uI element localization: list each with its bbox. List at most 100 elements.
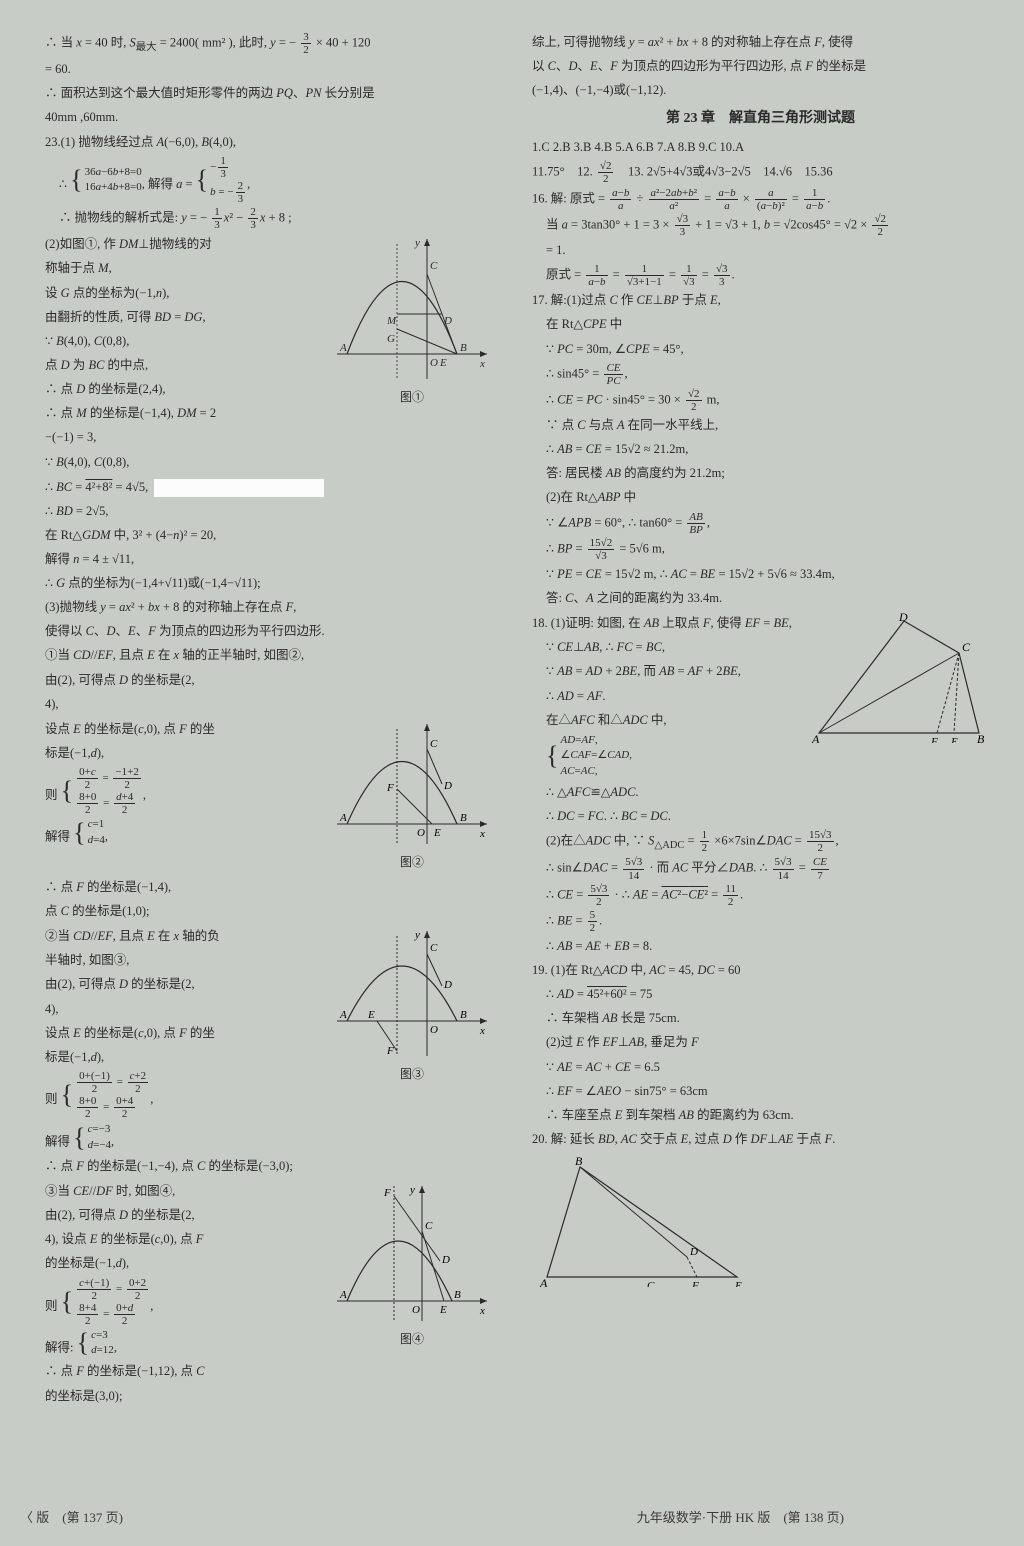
text-line: ∵ B(4,0), C(0,8), <box>45 330 324 353</box>
text-line: ∵ AB = AD + 2BE, 而 AB = AF + 2BE, <box>532 660 801 683</box>
svg-text:E: E <box>439 1304 447 1316</box>
text-line: 解得 {c=−3d=−4, <box>45 1122 492 1154</box>
text-line: ∴ CE = 5√32 · ∴ AE = AC²−CE² = 112. <box>532 883 989 908</box>
text-line: ∵ CE⊥AB, ∴ FC = BC, <box>532 636 801 659</box>
text-line: ∴ 面积达到这个最大值时矩形零件的两边 PQ、PN 长分别是 <box>45 82 492 105</box>
text-line: ①当 CD//EF, 且点 E 在 x 轴的正半轴时, 如图②, <box>45 644 492 667</box>
text-line: 的坐标是(3,0); <box>45 1385 324 1408</box>
svg-text:F: F <box>386 1045 394 1057</box>
text-line: ∴ G 点的坐标为(−1,4+√11)或(−1,4−√11); <box>45 572 492 595</box>
text-line: ∴ BD = 2√5, <box>45 500 492 523</box>
svg-text:F: F <box>691 1280 699 1287</box>
text-line: ∴ 点 F 的坐标是(−1,−4), 点 C 的坐标是(−3,0); <box>45 1155 492 1178</box>
svg-text:O: O <box>417 827 425 839</box>
text-line: 答: 居民楼 AB 的高度约为 21.2m; <box>532 462 989 485</box>
content-row: ②当 CD//EF, 且点 E 在 x 轴的负 半轴时, 如图③, 由(2), … <box>45 924 492 1121</box>
text-line: 称轴于点 M, <box>45 257 324 280</box>
equation-system: 则 {0+(−1)2 = c+228+02 = 0+42, <box>45 1070 324 1120</box>
figure-2: C F D A B O E x 图② <box>332 719 492 873</box>
text-line: ∴ 点 D 的坐标是(2,4), <box>45 378 324 401</box>
right-column: 综上, 可得抛物线 y = ax² + bx + 8 的对称轴上存在点 F, 使… <box>512 0 1024 1546</box>
svg-text:O: O <box>430 1024 438 1036</box>
text-line: (−1,4)、(−1,−4)或(−1,12). <box>532 79 989 102</box>
svg-text:C: C <box>647 1280 655 1287</box>
parabola-diagram-icon: C F D A B O E x <box>332 719 492 849</box>
text-line: ∴ 车座至点 E 到车架档 AB 的距离约为 63cm. <box>532 1104 989 1127</box>
svg-text:B: B <box>460 812 467 824</box>
parabola-diagram-icon: C M G D A B O E x y <box>332 234 492 384</box>
text-line: 解得 {c=1d=4, <box>45 817 324 849</box>
text-line: ∴ BE = 52. <box>532 909 989 934</box>
text-line: 以 C、D、E、F 为顶点的四边形为平行四边形, 点 F 的坐标是 <box>532 55 989 78</box>
svg-text:B: B <box>460 1009 467 1021</box>
figure-label: 图② <box>332 851 492 873</box>
text-line: 的坐标是(−1,d), <box>45 1252 324 1275</box>
text-line: 设点 E 的坐标是(c,0), 点 F 的坐 <box>45 718 324 741</box>
text-line: 在△AFC 和△ADC 中, <box>532 709 801 732</box>
blank-box <box>154 479 324 497</box>
svg-text:D: D <box>441 1254 450 1266</box>
svg-text:F: F <box>930 736 938 743</box>
parabola-diagram-icon: C D A E O B F x y <box>332 926 492 1061</box>
text-line: ∴ 点 F 的坐标是(−1,12), 点 C <box>45 1360 324 1383</box>
text-line: ∴ sin45° = CEPC, <box>532 362 989 387</box>
text-line: 设点 E 的坐标是(c,0), 点 F 的坐 <box>45 1022 324 1045</box>
text-line: −(−1) = 3, <box>45 426 324 449</box>
page-footer-right: 九年级数学·下册 HK 版 (第 138 页) <box>637 1507 844 1526</box>
text-line: ∵ AE = AC + CE = 6.5 <box>532 1056 989 1079</box>
svg-text:A: A <box>339 1289 347 1301</box>
svg-text:y: y <box>409 1184 415 1196</box>
figure-label: 图① <box>332 386 492 408</box>
text-line: 16. 解: 原式 = a−ba ÷ a²−2ab+b²a² = a−ba × … <box>532 187 989 212</box>
svg-text:C: C <box>430 942 438 954</box>
figure-triangle-20: A B C D F E <box>532 1157 989 1287</box>
text-line: 原式 = 1a−b = 1√3+1−1 = 1√3 = √33. <box>532 263 989 288</box>
svg-text:C: C <box>430 260 438 272</box>
svg-text:D: D <box>443 780 452 792</box>
text-line: 17. 解:(1)过点 C 作 CE⊥BP 于点 E, <box>532 289 989 312</box>
text-line: (2)过 E 作 EF⊥AB, 垂足为 F <box>532 1031 989 1054</box>
figure-label: 图④ <box>332 1328 492 1350</box>
svg-text:E: E <box>734 1280 742 1287</box>
svg-text:D: D <box>443 979 452 991</box>
svg-text:A: A <box>339 812 347 824</box>
text-line: ∴ sin∠DAC = 5√314 · 而 AC 平分∠DAB. ∴ 5√314… <box>532 856 989 881</box>
triangle-diagram-icon: A B C D F E <box>809 613 989 743</box>
svg-text:y: y <box>414 929 420 941</box>
text-line: 在 Rt△GDM 中, 3² + (4−n)² = 20, <box>45 524 492 547</box>
svg-text:x: x <box>479 358 485 370</box>
text-line: ∴ 车架档 AB 长是 75cm. <box>532 1007 989 1030</box>
text-line: 4), <box>45 998 324 1021</box>
text-line: = 60. <box>45 58 492 81</box>
text-line: 综上, 可得抛物线 y = ax² + bx + 8 的对称轴上存在点 F, 使… <box>532 31 989 54</box>
content-row: (2)如图①, 作 DM⊥抛物线的对 称轴于点 M, 设 G 点的坐标为(−1,… <box>45 232 492 450</box>
svg-text:C: C <box>962 640 971 654</box>
svg-text:C: C <box>430 738 438 750</box>
svg-text:E: E <box>439 357 447 369</box>
text-line: 标是(−1,d), <box>45 1046 324 1069</box>
figure-triangle-18: A B C D F E <box>809 613 989 743</box>
svg-text:A: A <box>339 1009 347 1021</box>
text-line: 使得以 C、D、E、F 为顶点的四边形为平行四边形. <box>45 620 492 643</box>
content-row: ③当 CE//DF 时, 如图④, 由(2), 可得点 D 的坐标是(2, 4)… <box>45 1179 492 1409</box>
figure-1: C M G D A B O E x y 图① <box>332 234 492 408</box>
text-line: (2)在 Rt△ABP 中 <box>532 486 989 509</box>
svg-text:C: C <box>425 1220 433 1232</box>
text-line: 18. (1)证明: 如图, 在 AB 上取点 F, 使得 EF = BE, <box>532 612 801 635</box>
text-line: 点 D 为 BC 的中点, <box>45 354 324 377</box>
figure-label: 图③ <box>332 1063 492 1085</box>
text-line: 设 G 点的坐标为(−1,n), <box>45 282 324 305</box>
text-line: ②当 CD//EF, 且点 E 在 x 轴的负 <box>45 925 324 948</box>
answer-row: 1.C 2.B 3.B 4.B 5.A 6.B 7.A 8.B 9.C 10.A <box>532 136 989 159</box>
equation-system: 则 {c+(−1)2 = 0+228+42 = 0+d2, <box>45 1277 324 1327</box>
content-row: 18. (1)证明: 如图, 在 AB 上取点 F, 使得 EF = BE, ∵… <box>532 611 989 780</box>
text-line: ∴ 点 F 的坐标是(−1,4), <box>45 876 492 899</box>
text-line: (2)如图①, 作 DM⊥抛物线的对 <box>45 233 324 256</box>
text-line: 当 a = 3tan30° + 1 = 3 × √33 + 1 = √3 + 1… <box>532 213 989 238</box>
svg-text:O: O <box>430 357 438 369</box>
svg-text:D: D <box>898 613 908 624</box>
svg-text:M: M <box>386 315 397 327</box>
text-line: ∴ 点 M 的坐标是(−1,4), DM = 2 <box>45 402 324 425</box>
text-line: ∴ 当 x = 40 时, S最大 = 2400( mm² ), 此时, y =… <box>45 31 492 57</box>
svg-text:y: y <box>414 237 420 249</box>
